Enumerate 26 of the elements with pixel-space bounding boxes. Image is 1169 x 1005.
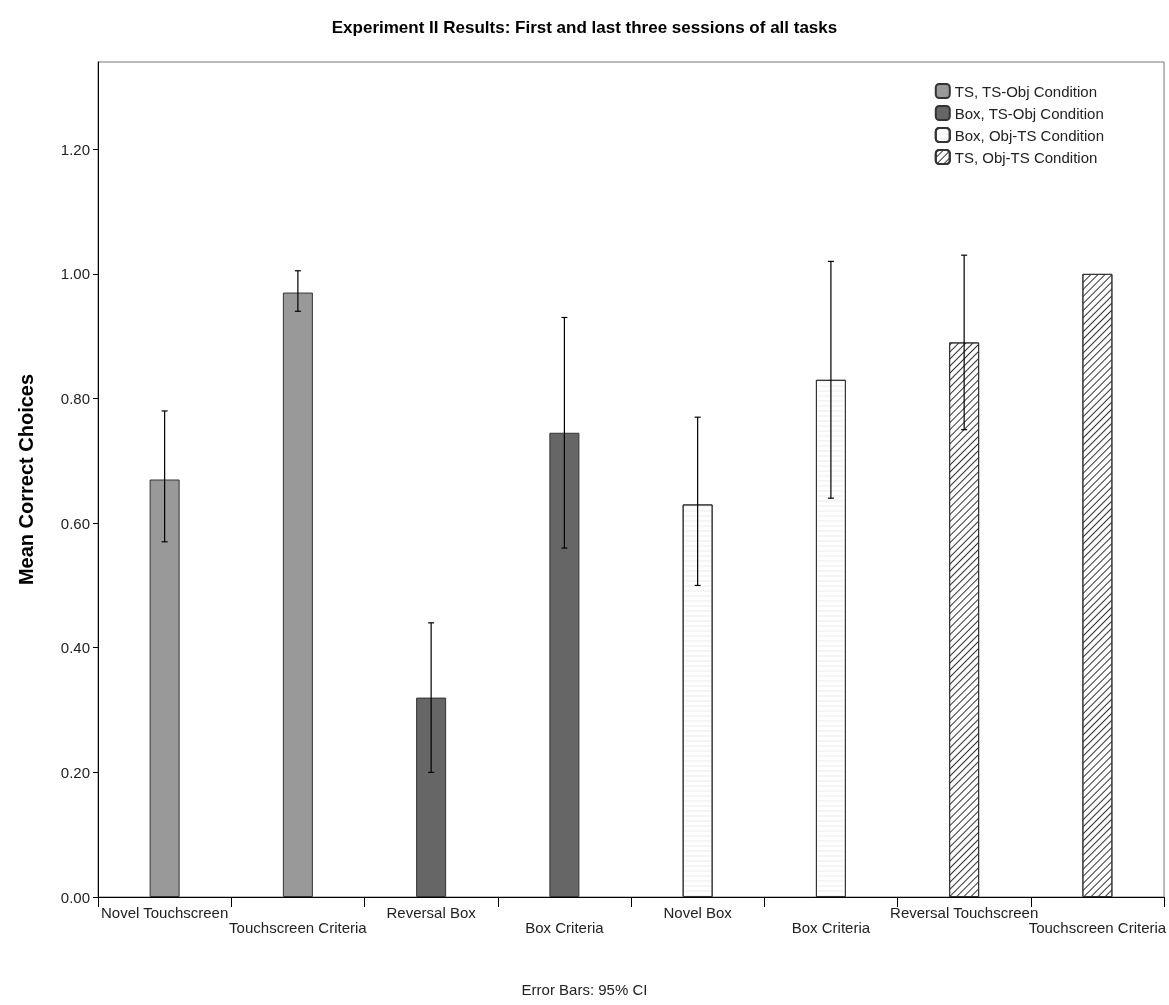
x-tick-label: Novel Touchscreen: [100, 904, 229, 921]
bar: [416, 697, 447, 897]
y-tick-label: 0.00: [60, 888, 90, 906]
y-tick-label: 0.40: [60, 639, 90, 657]
bar: [282, 292, 313, 897]
y-tick-label: 0.20: [60, 763, 90, 781]
x-tick-label: Touchscreen Criteria: [229, 919, 368, 936]
legend-label: TS, TS-Obj Condition: [954, 82, 1098, 100]
x-tick-label: Novel Box: [663, 904, 733, 921]
x-tick-label: Reversal Touchscreen: [890, 904, 1039, 921]
chart-title: Experiment II Results: First and last three sessions of all tasks: [331, 18, 838, 37]
y-tick-label: 1.00: [60, 265, 90, 283]
y-axis-title: Mean Correct Choices: [15, 373, 37, 586]
text: Error Bars: 95% CI: [521, 981, 648, 998]
y-tick-label: 1.20: [60, 140, 90, 158]
legend-label: Box, Obj-TS Condition: [954, 126, 1104, 144]
x-tick-label: Reversal Box: [386, 904, 477, 921]
legend-label: TS, Obj-TS Condition: [954, 148, 1098, 166]
bar: [549, 432, 580, 897]
x-tick-label: Box Criteria: [791, 919, 871, 936]
x-tick-label: Box Criteria: [525, 919, 605, 936]
x-tick-label: Touchscreen Criteria: [1028, 919, 1167, 936]
bar: [149, 479, 180, 897]
legend-label: Box, TS-Obj Condition: [954, 104, 1104, 122]
y-tick-label: 0.80: [60, 389, 90, 407]
y-tick-label: 0.60: [60, 514, 90, 532]
